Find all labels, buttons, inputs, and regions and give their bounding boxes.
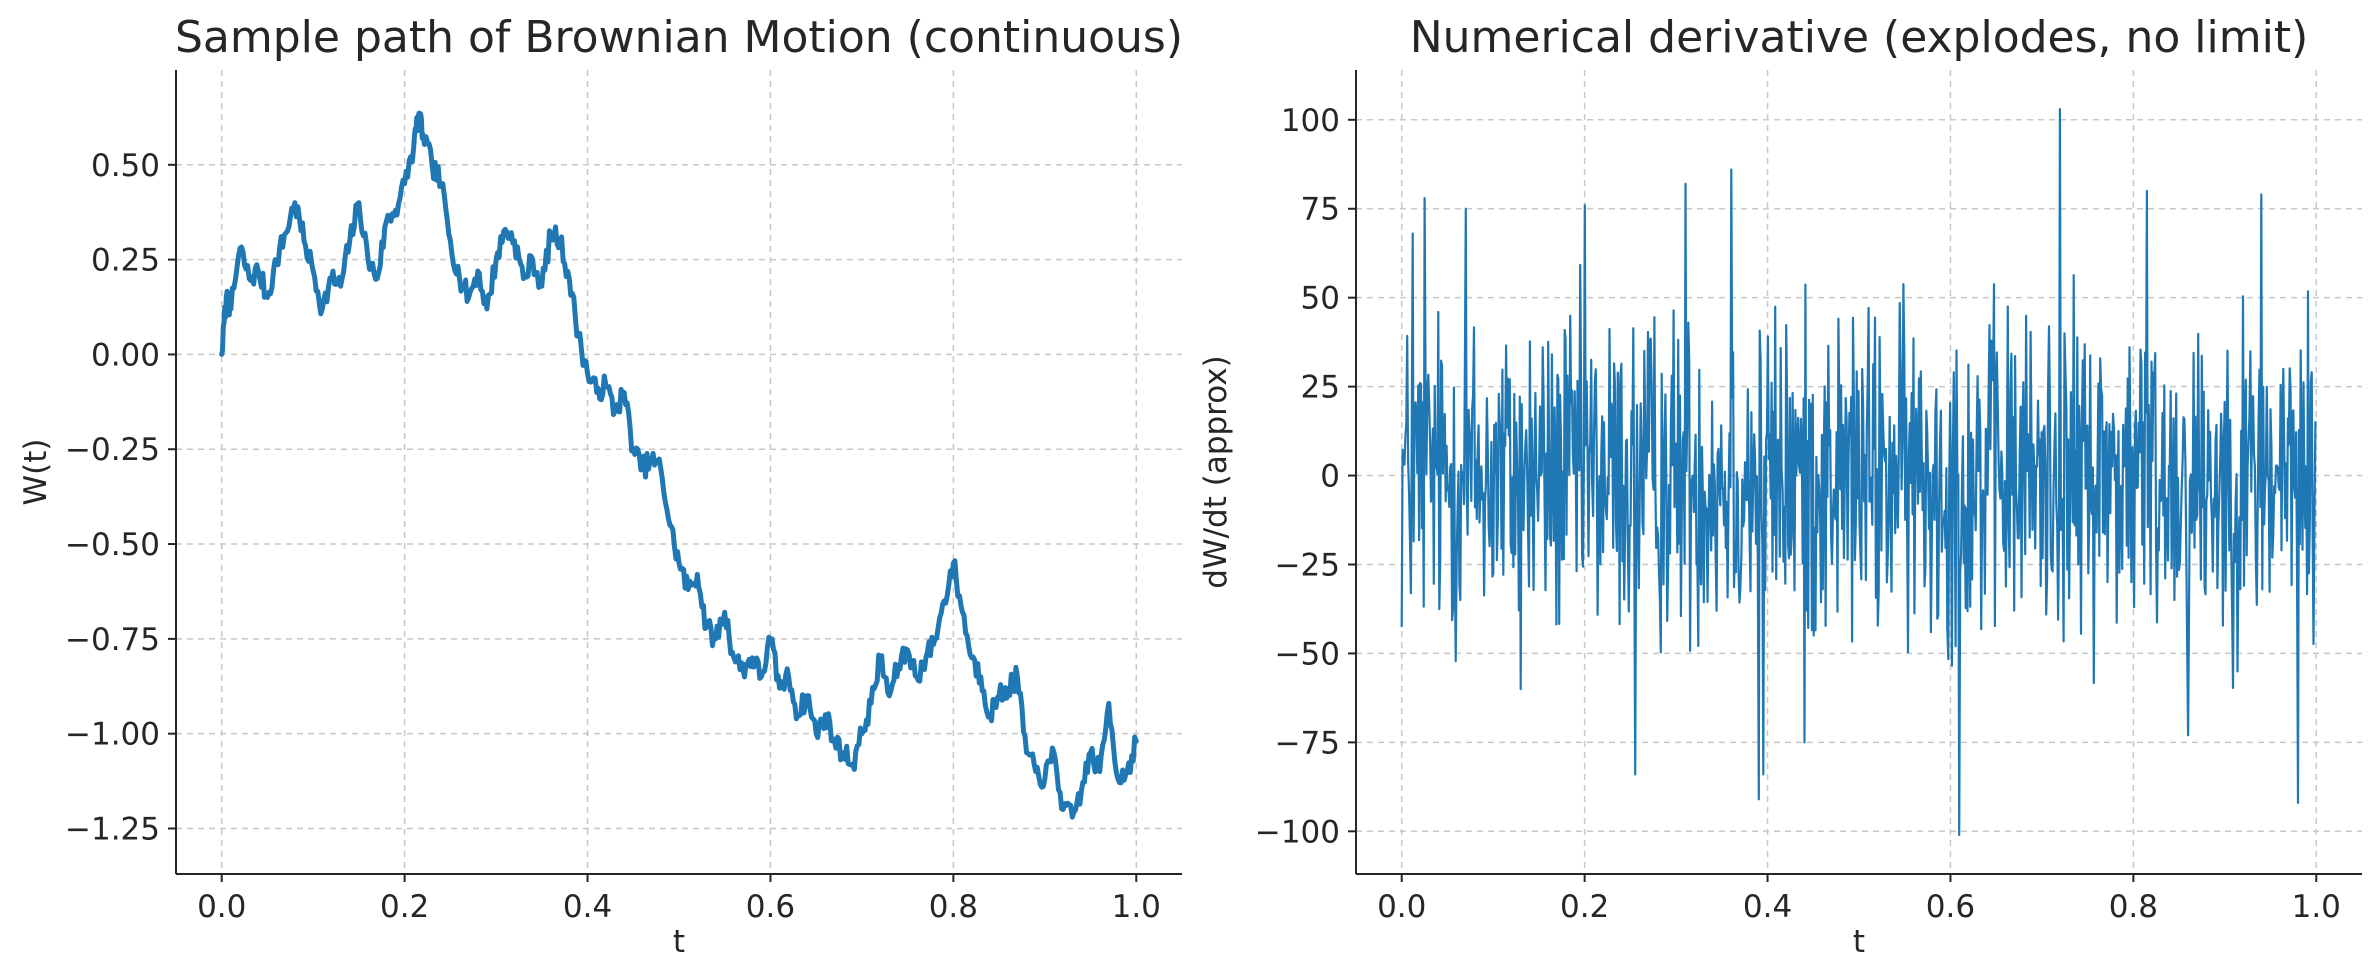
y-tick-label: −0.25 <box>65 432 160 468</box>
y-axis-label: dW/dt (approx) <box>1198 355 1234 588</box>
y-tick-label: −75 <box>1275 725 1340 761</box>
x-tick-label: 0.8 <box>2109 889 2158 925</box>
chart-title: Numerical derivative (explodes, no limit… <box>1410 12 2309 63</box>
x-tick-label: 0.2 <box>380 889 429 925</box>
y-tick-label: 50 <box>1301 281 1340 317</box>
x-tick-label: 0.8 <box>929 889 978 925</box>
y-tick-label: −0.50 <box>65 527 160 563</box>
y-axis-label: W(t) <box>18 439 54 506</box>
x-tick-label: 0.4 <box>563 889 612 925</box>
x-tick-label: 0.0 <box>1377 889 1426 925</box>
y-tick-label: 0 <box>1320 459 1340 495</box>
brownian-path-chart: 0.0 0.2 0.4 0.6 0.8 1.0 0.50 0.25 0.00 −0.25 −0.50… <box>18 12 1183 960</box>
y-tick-label: −50 <box>1275 636 1340 672</box>
x-tick-label: 0.2 <box>1560 889 1609 925</box>
data-line <box>1400 107 2317 837</box>
x-tick-label: 0.0 <box>197 889 246 925</box>
y-tick-label: 75 <box>1301 192 1340 228</box>
x-tick-label: 1.0 <box>1112 889 1161 925</box>
x-tick-label: 0.6 <box>1926 889 1975 925</box>
y-tick-label: −100 <box>1255 814 1340 850</box>
y-tick-label: 25 <box>1301 370 1340 406</box>
y-tick-label: −1.00 <box>65 717 160 753</box>
numerical-derivative-chart: 0.0 0.2 0.4 0.6 0.8 1.0 100 75 50 25 0 −25 −50 −75 −10… <box>1198 12 2362 960</box>
y-tick-label: 100 <box>1281 103 1340 139</box>
chart-title: Sample path of Brownian Motion (continuo… <box>175 12 1183 63</box>
y-tick-label: 0.00 <box>91 337 160 373</box>
y-tick-label: −25 <box>1275 547 1340 583</box>
x-tick-label: 0.6 <box>746 889 795 925</box>
x-tick-label: 0.4 <box>1743 889 1792 925</box>
x-tick-label: 1.0 <box>2292 889 2341 925</box>
y-tick-label: −0.75 <box>65 622 160 658</box>
y-tick-label: 0.50 <box>91 148 160 184</box>
data-line <box>219 110 1139 820</box>
y-tick-label: 0.25 <box>91 243 160 279</box>
x-axis-label: t <box>673 924 685 960</box>
y-tick-label: −1.25 <box>65 811 160 847</box>
x-axis-label: t <box>1853 924 1865 960</box>
